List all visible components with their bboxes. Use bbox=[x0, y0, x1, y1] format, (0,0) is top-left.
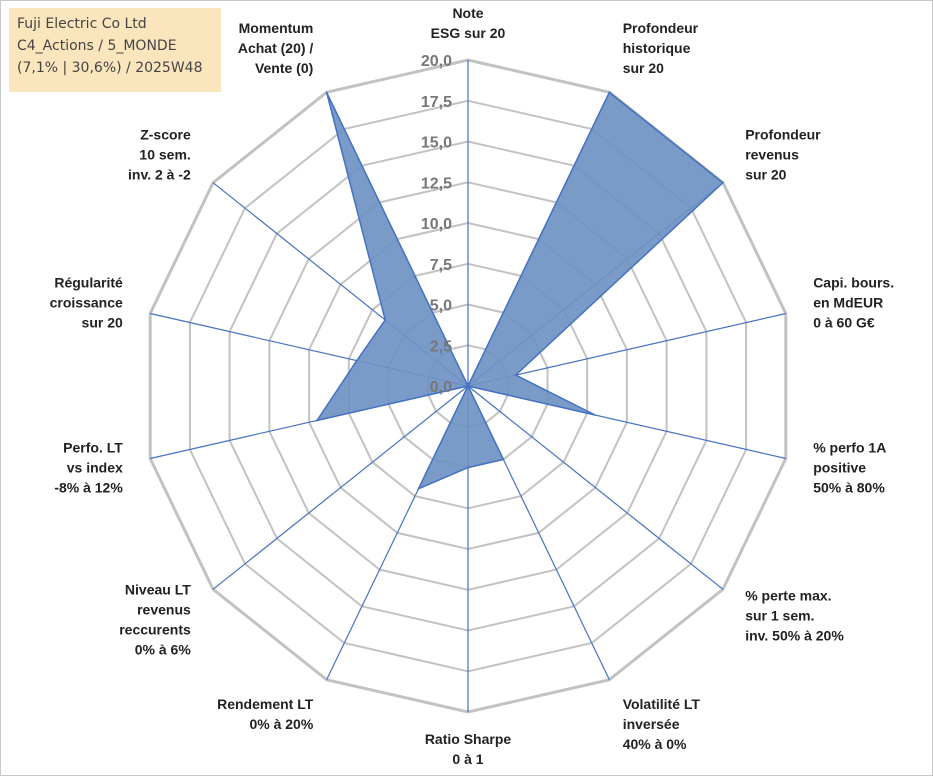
series-point-8 bbox=[417, 488, 420, 490]
axis-label-13-line-1: Achat (20) / bbox=[238, 40, 314, 56]
axis-label-12-line-2: inv. 2 à -2 bbox=[128, 166, 191, 182]
axis-label-13-line-2: Vente (0) bbox=[255, 60, 313, 76]
series-point-2 bbox=[722, 181, 724, 184]
tick-label-2: 5,0 bbox=[430, 298, 452, 315]
series-point-6 bbox=[502, 458, 505, 461]
axis-label-9-line-2: reccurents bbox=[119, 621, 191, 637]
series-point-4 bbox=[594, 414, 596, 416]
axis-label-11-line-2: sur 20 bbox=[82, 315, 123, 331]
series-point-13 bbox=[325, 91, 328, 94]
axis-label-9-line-3: 0% à 6% bbox=[135, 641, 192, 657]
axis-label-2: Profondeur revenus sur 20 bbox=[745, 126, 821, 182]
spoke-3 bbox=[467, 312, 786, 387]
axis-label-4-line-0: % perfo 1A bbox=[813, 439, 886, 455]
axis-label-9-line-1: revenus bbox=[137, 601, 191, 617]
axis-label-9-line-0: Niveau LT bbox=[125, 581, 191, 597]
axis-label-1-line-2: sur 20 bbox=[623, 60, 664, 76]
tick-label-3: 7,5 bbox=[430, 257, 452, 274]
axis-label-10-line-2: -8% à 12% bbox=[54, 479, 123, 495]
axis-label-4-line-2: 50% à 80% bbox=[813, 479, 885, 495]
info-company: Fuji Electric Co Ltd bbox=[17, 16, 147, 32]
tick-label-7: 17,5 bbox=[421, 94, 452, 111]
axis-label-11-line-0: Régularité bbox=[54, 275, 123, 291]
axis-label-12-line-0: Z-score bbox=[140, 126, 191, 142]
spoke-9 bbox=[212, 385, 469, 590]
series-point-3 bbox=[514, 374, 517, 376]
axis-label-3-line-0: Capi. bours. bbox=[813, 275, 894, 291]
axis-label-7-line-1: 0 à 1 bbox=[452, 751, 483, 767]
tick-label-0: 0,0 bbox=[430, 379, 452, 396]
axis-label-8-line-0: Rendement LT bbox=[217, 696, 314, 712]
axis-label-7: Ratio Sharpe 0 à 1 bbox=[425, 731, 512, 767]
axis-label-0-line-0: Note bbox=[452, 5, 483, 21]
spoke-5 bbox=[467, 385, 724, 590]
axis-label-1: Profondeur historique sur 20 bbox=[623, 20, 699, 76]
axis-label-10-line-1: vs index bbox=[67, 459, 123, 475]
axis-label-1-line-1: historique bbox=[623, 40, 691, 56]
tick-label-8: 20,0 bbox=[421, 53, 452, 70]
axis-label-12-line-1: 10 sem. bbox=[139, 146, 190, 162]
axis-label-12: Z-score 10 sem. inv. 2 à -2 bbox=[128, 126, 191, 182]
tick-label-4: 10,0 bbox=[421, 216, 452, 233]
axis-label-5-line-0: % perte max. bbox=[745, 588, 831, 604]
axis-label-11: Régularité croissance sur 20 bbox=[50, 275, 123, 331]
axis-label-2-line-0: Profondeur bbox=[745, 126, 821, 142]
axis-label-5-line-2: inv. 50% à 20% bbox=[745, 628, 844, 644]
tick-label-5: 12,5 bbox=[421, 175, 452, 192]
radar-axis-labels: Note ESG sur 20 Profondeur historique sur 20… bbox=[50, 5, 894, 767]
series-point-10 bbox=[316, 419, 318, 422]
series-area-0 bbox=[315, 91, 725, 491]
series-point-11 bbox=[356, 359, 358, 362]
axis-label-10: Perfo. LT vs index -8% à 12% bbox=[54, 439, 123, 495]
series-point-9 bbox=[467, 385, 469, 387]
axis-label-6-line-1: inversée bbox=[623, 716, 680, 732]
axis-label-7-line-0: Ratio Sharpe bbox=[425, 731, 512, 747]
radar-series bbox=[315, 91, 725, 491]
axis-label-9: Niveau LT revenus reccurents 0% à 6% bbox=[119, 581, 191, 657]
radar-tick-labels: 0,0 2,5 5,0 7,5 10,0 12,5 15,0 17,5 20,0 bbox=[421, 53, 452, 396]
axis-label-13-line-0: Momentum bbox=[239, 20, 314, 36]
info-category: C4_Actions / 5_MONDE bbox=[17, 38, 177, 54]
axis-label-6-line-2: 40% à 0% bbox=[623, 736, 687, 752]
axis-label-3: Capi. bours. en MdEUR 0 à 60 G€ bbox=[813, 275, 894, 331]
axis-label-2-line-1: revenus bbox=[745, 146, 799, 162]
series-point-12 bbox=[384, 319, 387, 321]
axis-label-10-line-0: Perfo. LT bbox=[63, 439, 123, 455]
axis-label-8: Rendement LT 0% à 20% bbox=[217, 696, 314, 732]
axis-label-5-line-1: sur 1 sem. bbox=[745, 608, 814, 624]
axis-label-8-line-1: 0% à 20% bbox=[249, 716, 313, 732]
axis-label-6-line-0: Volatilité LT bbox=[623, 696, 701, 712]
tick-label-6: 15,0 bbox=[421, 135, 452, 152]
axis-label-0: Note ESG sur 20 bbox=[431, 5, 506, 41]
axis-label-2-line-2: sur 20 bbox=[745, 166, 786, 182]
info-box: Fuji Electric Co Ltd C4_Actions / 5_MOND… bbox=[9, 8, 221, 92]
series-point-7 bbox=[467, 466, 469, 469]
axis-label-5: % perte max. sur 1 sem. inv. 50% à 20% bbox=[745, 588, 844, 644]
axis-label-3-line-2: 0 à 60 G€ bbox=[813, 315, 875, 331]
axis-label-6: Volatilité LT inversée 40% à 0% bbox=[623, 696, 701, 752]
axis-label-3-line-1: en MdEUR bbox=[813, 295, 883, 311]
axis-label-4: % perfo 1A positive 50% à 80% bbox=[813, 439, 886, 495]
axis-label-1-line-0: Profondeur bbox=[623, 20, 699, 36]
series-point-1 bbox=[608, 91, 611, 94]
axis-label-11-line-1: croissance bbox=[50, 295, 123, 311]
axis-label-13: Momentum Achat (20) / Vente (0) bbox=[238, 20, 314, 76]
axis-label-0-line-1: ESG sur 20 bbox=[431, 25, 506, 41]
tick-label-1: 2,5 bbox=[430, 338, 452, 355]
axis-label-4-line-1: positive bbox=[813, 459, 866, 475]
info-stats: (7,1% | 30,6%) / 2025W48 bbox=[17, 60, 203, 76]
